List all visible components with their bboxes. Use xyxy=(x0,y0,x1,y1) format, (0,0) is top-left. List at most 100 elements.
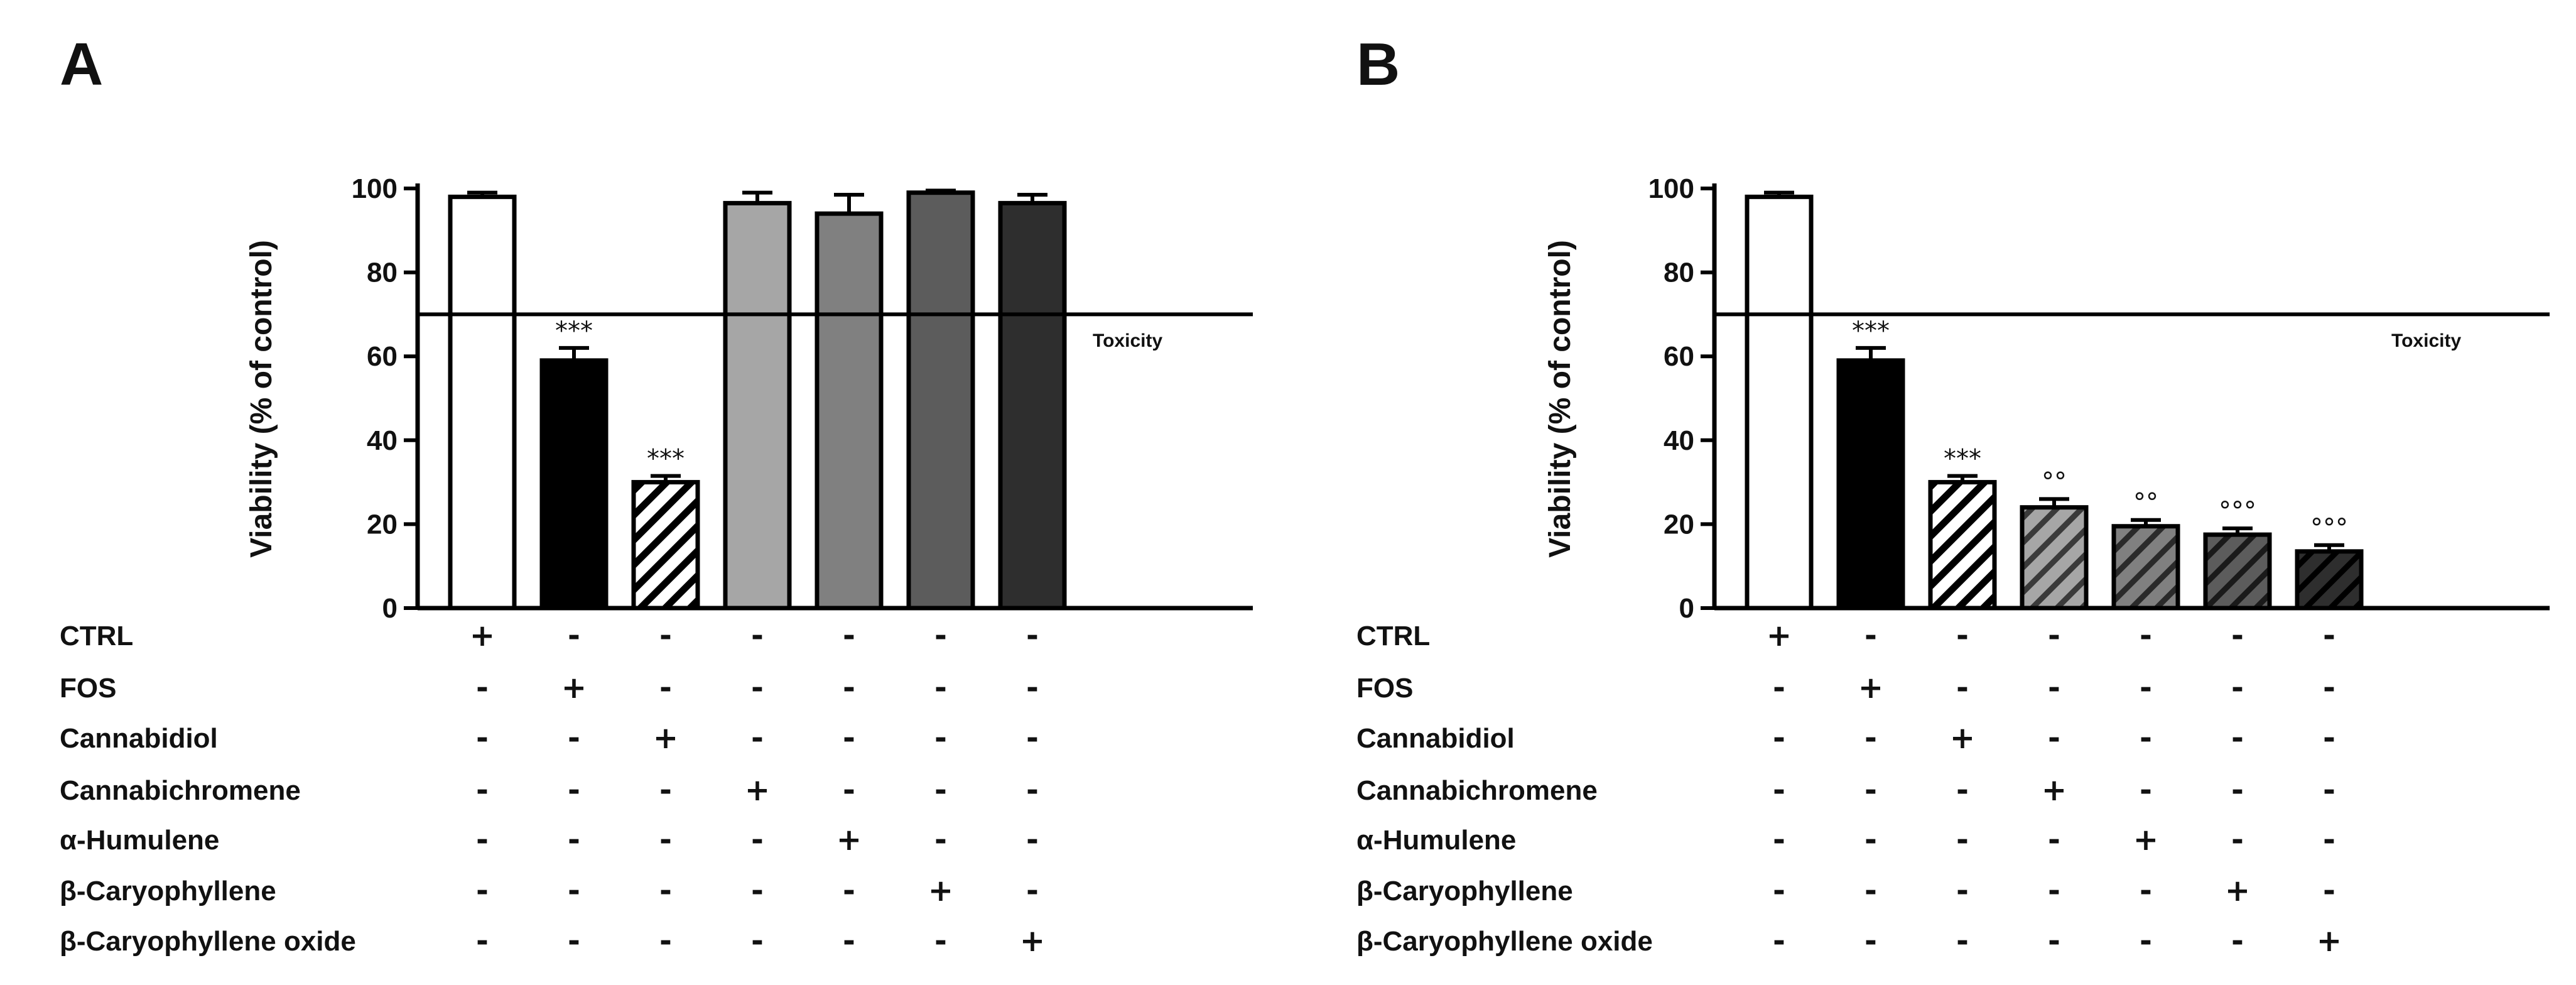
treatment-sign: - xyxy=(476,721,489,756)
treatment-sign: - xyxy=(2048,923,2060,959)
bar xyxy=(814,211,884,611)
toxicity-label: Toxicity xyxy=(1093,330,1162,351)
treatment-sign: - xyxy=(2231,773,2244,808)
bar xyxy=(2203,532,2272,611)
bars: ******°°°° °°°°°° xyxy=(1745,190,2364,611)
treatment-sign: - xyxy=(476,822,489,857)
treatment-sign: - xyxy=(843,721,855,756)
significance-label: °°° xyxy=(2310,514,2348,543)
treatment-sign: - xyxy=(1864,618,1877,653)
treatment-sign: - xyxy=(2048,873,2060,908)
treatment-sign: - xyxy=(843,873,855,908)
treatment-sign: - xyxy=(843,923,855,959)
treatment-sign: - xyxy=(2323,773,2335,808)
treatment-sign: - xyxy=(2323,873,2335,908)
treatment-matrix: CTRL + - - - - - - FOS - + - - - - - Cannabidiol - - + - - - - C… xyxy=(1356,618,2342,959)
treatment-sign: + xyxy=(2133,822,2158,857)
treatment-sign: - xyxy=(2231,721,2244,756)
significance-label: *** xyxy=(1852,317,1890,346)
treatment-sign: - xyxy=(1864,822,1877,857)
treatment-sign: - xyxy=(476,873,489,908)
treatment-sign: - xyxy=(2140,618,2152,653)
treatment-sign: - xyxy=(2048,822,2060,857)
treatment-sign: - xyxy=(934,670,947,705)
y-tick-label: 80 xyxy=(1664,258,1694,288)
significance-label: °° xyxy=(2042,467,2067,496)
treatment-sign: - xyxy=(659,773,672,808)
treatment-sign: - xyxy=(659,670,672,705)
y-tick-label: 60 xyxy=(367,341,398,372)
treatment-sign: - xyxy=(1026,670,1039,705)
treatment-sign: + xyxy=(1020,923,1045,959)
treatment-sign: - xyxy=(1956,773,1969,808)
significance-label: *** xyxy=(1944,445,1981,474)
treatment-sign: + xyxy=(2042,773,2067,808)
treatment-sign: - xyxy=(2140,721,2152,756)
treatment-sign: - xyxy=(934,618,947,653)
treatment-sign: + xyxy=(928,873,953,908)
bar xyxy=(906,190,975,611)
significance-label: °° xyxy=(2133,489,2158,518)
treatment-sign: - xyxy=(934,923,947,959)
treatment-sign: - xyxy=(476,923,489,959)
treatment-sign: - xyxy=(1864,923,1877,959)
treatment-sign: - xyxy=(659,618,672,653)
treatment-sign: - xyxy=(934,822,947,857)
panel-a: A Viability (% of control) Toxicity 0 20 4… xyxy=(60,31,1253,959)
treatment-sign: - xyxy=(659,873,672,908)
treatment-label: CTRL xyxy=(60,621,133,651)
bar xyxy=(1836,358,1905,611)
treatment-label: Cannabichromene xyxy=(1356,775,1598,806)
y-tick-label: 80 xyxy=(367,258,398,288)
panel-letter-b: B xyxy=(1356,31,1400,98)
significance-label: °°° xyxy=(2219,497,2256,526)
treatment-sign: - xyxy=(1773,670,1785,705)
bar xyxy=(998,200,1067,611)
treatment-sign: - xyxy=(751,822,764,857)
bar xyxy=(448,194,517,611)
treatment-sign: - xyxy=(2048,721,2060,756)
treatment-sign: - xyxy=(1773,773,1785,808)
panel-b: B Viability (% of control) Toxicity 0 20 4… xyxy=(1356,31,2550,959)
treatment-sign: - xyxy=(659,822,672,857)
treatment-sign: - xyxy=(1773,873,1785,908)
y-tick-label: 100 xyxy=(1648,173,1694,204)
y-axis-label: Viability (% of control) xyxy=(245,240,278,558)
treatment-sign: + xyxy=(1767,618,1792,653)
treatment-sign: - xyxy=(2140,923,2152,959)
treatment-sign: - xyxy=(476,773,489,808)
treatment-sign: - xyxy=(843,670,855,705)
panel-letter-a: A xyxy=(60,31,103,98)
y-tick-label: 40 xyxy=(1664,425,1694,456)
treatment-sign: - xyxy=(1773,923,1785,959)
y-tick-label: 20 xyxy=(1664,509,1694,540)
significance-label: *** xyxy=(647,445,685,474)
toxicity-label: Toxicity xyxy=(2391,330,2461,351)
bar xyxy=(1745,194,1814,611)
treatment-sign: - xyxy=(1773,822,1785,857)
treatment-sign: - xyxy=(2231,670,2244,705)
treatment-sign: - xyxy=(843,618,855,653)
treatment-sign: - xyxy=(751,618,764,653)
bar xyxy=(1928,480,1997,611)
treatment-sign: - xyxy=(568,618,580,653)
treatment-sign: - xyxy=(476,670,489,705)
treatment-sign: + xyxy=(1858,670,1883,705)
treatment-matrix: CTRL + - - - - - - FOS - + - - - - - Cannabidiol - - + - - - - C… xyxy=(60,618,1045,959)
treatment-label: CTRL xyxy=(1356,621,1430,651)
y-tick-label: 0 xyxy=(382,593,398,624)
treatment-sign: - xyxy=(2323,822,2335,857)
treatment-sign: - xyxy=(1026,822,1039,857)
treatment-label: FOS xyxy=(1356,673,1413,704)
treatment-sign: - xyxy=(1956,923,1969,959)
treatment-sign: + xyxy=(836,822,862,857)
treatment-sign: - xyxy=(2323,618,2335,653)
treatment-sign: - xyxy=(568,822,580,857)
treatment-sign: - xyxy=(1026,873,1039,908)
treatment-label: α-Humulene xyxy=(1356,825,1516,856)
treatment-sign: - xyxy=(751,873,764,908)
treatment-sign: + xyxy=(2225,873,2250,908)
treatment-sign: - xyxy=(843,773,855,808)
treatment-sign: + xyxy=(745,773,770,808)
treatment-sign: - xyxy=(568,773,580,808)
